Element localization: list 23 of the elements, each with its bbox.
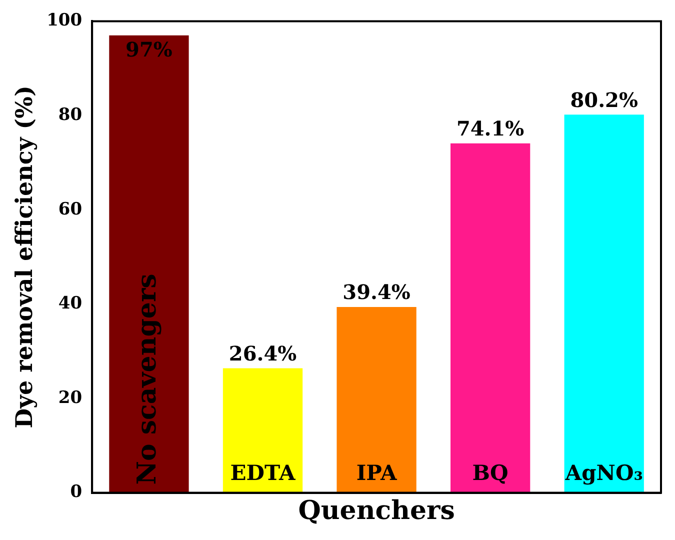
y-tick-label: 100 bbox=[46, 10, 82, 31]
data-label: 74.1% bbox=[456, 116, 524, 141]
y-tick-label: 0 bbox=[70, 482, 82, 502]
y-axis-title: Dye removal efficiency (%) bbox=[10, 86, 38, 428]
data-label: 26.4% bbox=[228, 342, 297, 366]
y-tick-label: 80 bbox=[58, 104, 82, 125]
bar bbox=[450, 143, 530, 493]
x-axis-title: Quenchers bbox=[298, 496, 455, 526]
bar bbox=[109, 35, 189, 493]
bar bbox=[564, 114, 644, 493]
data-label: 97% bbox=[126, 38, 172, 62]
bar bbox=[222, 368, 303, 493]
x-tick-label: No scavengers bbox=[132, 274, 163, 485]
y-tick-label: 20 bbox=[58, 388, 82, 408]
data-label: 80.2% bbox=[570, 88, 638, 112]
bar bbox=[336, 306, 416, 493]
x-tick-label: AgNO₃ bbox=[564, 460, 643, 485]
data-label: 39.4% bbox=[342, 280, 410, 304]
x-tick-label: EDTA bbox=[230, 460, 296, 485]
x-tick-label: BQ bbox=[472, 460, 508, 485]
x-tick-label: IPA bbox=[356, 460, 398, 485]
y-tick-label: 60 bbox=[58, 199, 82, 220]
y-tick-label: 40 bbox=[58, 294, 82, 314]
